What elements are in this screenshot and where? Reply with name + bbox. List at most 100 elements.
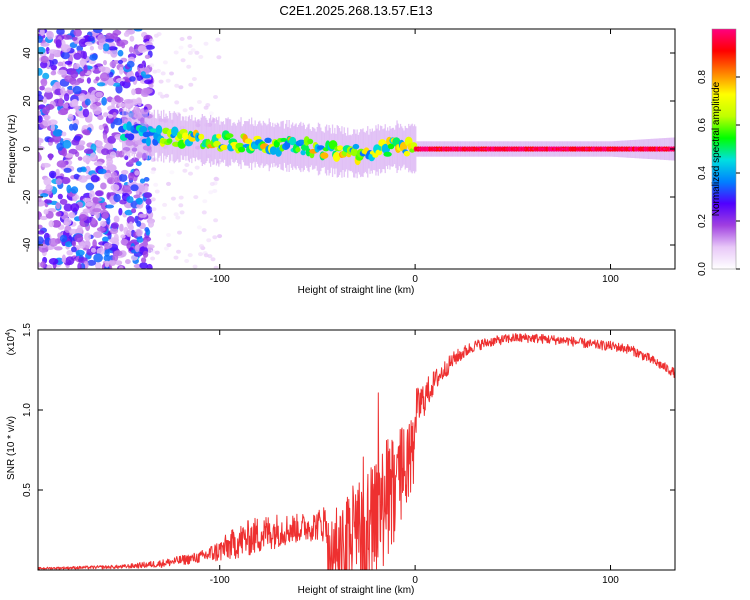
spectrogram-noise-cell [110, 200, 117, 205]
spectrogram-noise-cell [40, 261, 46, 268]
spectrogram-noise-cell [103, 242, 113, 249]
spectrogram-noise-cell [38, 94, 44, 101]
spectrogram-band-cell [297, 139, 306, 145]
spectrogram-band-halo [226, 118, 228, 166]
spectrogram-noise-cell [101, 96, 107, 106]
spectrogram-noise-cell [107, 77, 115, 86]
spectrogram-noise-cell [160, 94, 166, 99]
spectrogram-noise-cell [55, 202, 61, 210]
spectrogram-noise-cell [82, 155, 92, 163]
spectrogram-noise-cell [198, 252, 203, 257]
spectrogram-noise-cell [136, 237, 144, 243]
spectrogram-core-cell [469, 147, 472, 151]
colorbar: 0.0 0.2 0.4 0.6 0.8 Normalized spectral ampl… [697, 28, 740, 276]
spectrogram-noise-cell [95, 262, 102, 269]
spectrogram-noise-cell [84, 240, 91, 249]
spectrogram-noise-cell [162, 202, 168, 207]
spectrogram-noise-cell [50, 123, 55, 132]
spectrogram-noise-cell [87, 35, 95, 42]
spectrogram-band-halo [225, 118, 227, 167]
spectrogram-noise-cell [143, 185, 149, 193]
spectrogram-noise-cell [118, 207, 123, 216]
spectrogram-noise-cell [109, 227, 119, 235]
spectrogram-noise-cell [150, 256, 156, 261]
spectrogram-band-halo [126, 110, 128, 155]
spectrogram-core-cell [432, 147, 435, 151]
spectrogram-band-cell [320, 152, 329, 159]
snr-xtick-label: 0 [412, 575, 418, 586]
spectrogram-core-cell [503, 147, 505, 151]
spectrogram-noise-cell [128, 159, 134, 165]
spectrogram-noise-cell [150, 197, 156, 202]
spectrogram-noise-cell [216, 55, 222, 60]
spectrogram-noise-cell [136, 197, 143, 205]
spectrogram-core-cell [512, 147, 515, 151]
spectrogram-band-cell [166, 138, 173, 144]
snr-ytick-label: 1.5 [22, 323, 33, 337]
spectrogram-band-halo [309, 129, 311, 167]
colorbar-tick-label: 0.4 [697, 166, 708, 180]
spectrogram-noise-cell [106, 157, 114, 166]
spectrogram-band-halo [333, 133, 335, 169]
spectrogram-band-halo [127, 108, 130, 157]
spectrogram-noise-cell [166, 181, 171, 186]
spectrogram-noise-cell [126, 60, 135, 68]
spectrogram-core-cell [526, 147, 529, 151]
spectrogram-noise-cell [78, 214, 88, 222]
spectrogram-noise-cell [39, 29, 45, 36]
spectrogram-noise-cell [61, 51, 70, 60]
spectrogram-core-cell [598, 147, 601, 151]
spectrogram-noise-cell [71, 36, 78, 41]
spectrogram-core-cell [544, 147, 546, 151]
spectrogram-noise-cell [58, 97, 64, 107]
spectrogram-band-halo [222, 121, 225, 163]
spectrogram-noise-cell [96, 82, 106, 87]
spectrogram-noise-cell [54, 246, 63, 251]
spectrogram-signal-layer [118, 106, 675, 179]
spectrogram-noise-cell [103, 254, 112, 262]
spectrogram-noise-cell [104, 204, 115, 209]
spectrogram-noise-cell [38, 152, 41, 162]
spectrogram-band-halo [165, 113, 167, 160]
spectrogram-band-cell [307, 138, 314, 145]
spectrogram-core-cell [524, 147, 527, 151]
spectrogram-noise-cell [133, 194, 141, 199]
spectrogram-band-halo [337, 126, 339, 177]
spectrogram-noise-cell [210, 257, 216, 262]
spectrogram-core-cell [446, 147, 448, 151]
spectrogram-core-cell [589, 147, 591, 151]
spectrogram-noise-cell [96, 227, 106, 232]
spectrogram-ytick-label: -20 [22, 189, 33, 204]
spectrogram-noise-cell [77, 262, 82, 269]
spectrogram-noise-cell [215, 37, 221, 42]
spectrogram-core-cell [481, 147, 484, 151]
spectrogram-noise-cell [119, 173, 128, 182]
colorbar-tick-label: 0.2 [697, 214, 708, 228]
spectrogram-core-cell [639, 147, 642, 151]
spectrogram-noise-cell [111, 171, 118, 179]
spectrogram-noise-cell [98, 168, 107, 174]
spectrogram-noise-cell [114, 177, 119, 184]
spectrogram-core-cell [514, 147, 517, 151]
spectrogram-noise-cell [57, 61, 64, 67]
snr-frame [37, 329, 676, 571]
spectrogram-noise-cell [56, 142, 65, 151]
spectrogram-noise-cell [106, 217, 111, 225]
spectrogram-noise-cell [76, 45, 83, 52]
spectrogram-core-cell [426, 147, 429, 151]
spectrogram-band-halo [224, 124, 226, 160]
spectrogram-core-cell [596, 147, 599, 151]
snr-series-line [38, 333, 675, 570]
spectrogram-noise-cell [70, 70, 79, 79]
spectrogram-band-cell [264, 137, 272, 143]
spectrogram-noise-cell [178, 85, 184, 90]
spectrogram-core-cell [628, 147, 630, 151]
snr-scale-exponent: 4 [5, 332, 12, 336]
spectrogram-core-cell [428, 147, 431, 151]
spectrogram-core-cell [549, 147, 552, 151]
spectrogram-noise-cell [113, 193, 121, 203]
spectrogram-noise-cell [169, 71, 174, 76]
spectrogram-noise-cell [177, 230, 182, 235]
spectrogram-band-cell [216, 133, 222, 139]
spectrogram-band-cell [300, 149, 306, 156]
